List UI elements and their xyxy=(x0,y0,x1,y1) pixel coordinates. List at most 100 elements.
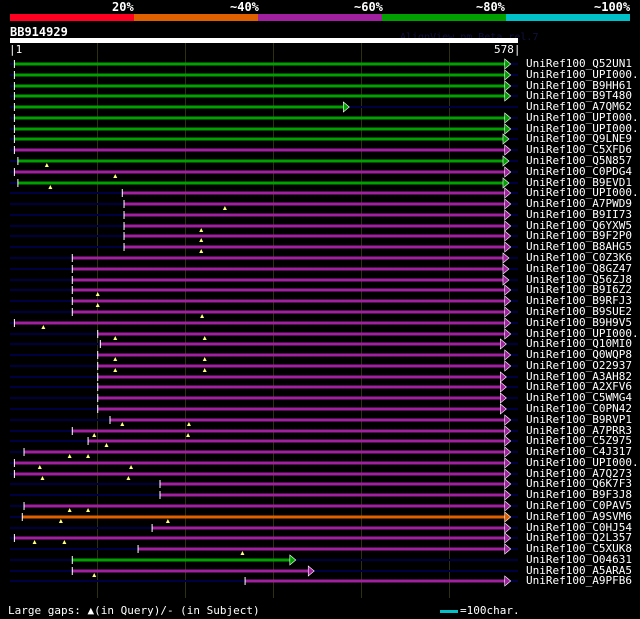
hit-bar[interactable] xyxy=(72,310,505,314)
hit-bar[interactable] xyxy=(124,202,505,206)
hit-bar[interactable] xyxy=(159,482,505,486)
hit-label[interactable]: UniRef100_B9HH61 xyxy=(526,79,632,92)
hit-label[interactable]: UniRef100_UPI000.. xyxy=(526,186,640,199)
hit-label[interactable]: UniRef100_C5WMG4 xyxy=(526,391,632,404)
hit-bar[interactable] xyxy=(14,127,505,131)
hit-bar[interactable] xyxy=(159,493,505,497)
hit-label[interactable]: UniRef100_A7PWD9 xyxy=(526,197,632,210)
hit-bar[interactable] xyxy=(97,332,505,336)
hit-label[interactable]: UniRef100_B8AHG5 xyxy=(526,240,632,253)
hit-label[interactable]: UniRef100_O04631 xyxy=(526,553,632,566)
hit-label[interactable]: UniRef100_B9H9V5 xyxy=(526,316,632,329)
hit-label[interactable]: UniRef100_B9EVD1 xyxy=(526,176,632,189)
hit-bar[interactable] xyxy=(14,170,505,174)
hit-label[interactable]: UniRef100_B9RFJ3 xyxy=(526,294,632,307)
hit-label[interactable]: UniRef100_C4J317 xyxy=(526,445,632,458)
hit-bar[interactable] xyxy=(72,267,503,271)
hit-bar[interactable] xyxy=(72,278,503,282)
hit-label[interactable]: UniRef100_Q56ZJ8 xyxy=(526,273,632,286)
hit-label[interactable]: UniRef100_C0PAV5 xyxy=(526,499,632,512)
hit-bar[interactable] xyxy=(245,579,505,583)
hit-bar[interactable] xyxy=(14,116,505,120)
hit-bar[interactable] xyxy=(97,407,501,411)
hit-label[interactable]: UniRef100_UPI000.. xyxy=(526,68,640,81)
hit-label[interactable]: UniRef100_C5XUK8 xyxy=(526,542,632,555)
hit-bar[interactable] xyxy=(14,137,503,141)
hit-label[interactable]: UniRef100_C0Z3K6 xyxy=(526,251,632,264)
hit-label[interactable]: UniRef100_B9SUE2 xyxy=(526,305,632,318)
hit-bar[interactable] xyxy=(97,353,505,357)
hit-bar[interactable] xyxy=(97,385,501,389)
hit-bar[interactable] xyxy=(138,547,505,551)
hit-label[interactable]: UniRef100_B9I6Z2 xyxy=(526,283,632,296)
hit-bar[interactable] xyxy=(124,234,505,238)
hit-label[interactable]: UniRef100_A3AH82 xyxy=(526,370,632,383)
hit-end-arrow xyxy=(504,543,512,555)
hit-label[interactable]: UniRef100_C5Z975 xyxy=(526,434,632,447)
hit-label[interactable]: UniRef100_O22937 xyxy=(526,359,632,372)
hit-bar[interactable] xyxy=(124,224,505,228)
hit-label[interactable]: UniRef100_A5ARA5 xyxy=(526,564,632,577)
hit-bar[interactable] xyxy=(100,342,501,346)
hit-bar[interactable] xyxy=(122,191,505,195)
hit-label[interactable]: UniRef100_C0PN42 xyxy=(526,402,632,415)
hit-bar[interactable] xyxy=(72,288,505,292)
hit-label[interactable]: UniRef100_Q2L357 xyxy=(526,531,632,544)
hit-bar[interactable] xyxy=(14,84,505,88)
hit-bar[interactable] xyxy=(14,148,505,152)
hit-bar[interactable] xyxy=(22,515,505,519)
hit-bar[interactable] xyxy=(14,536,505,540)
hit-label[interactable]: UniRef100_A9SVM6 xyxy=(526,510,632,523)
hit-label[interactable]: UniRef100_C0HJ54 xyxy=(526,521,632,534)
hit-label[interactable]: UniRef100_Q5N857 xyxy=(526,154,632,167)
hit-label[interactable]: UniRef100_B9F2P0 xyxy=(526,229,632,242)
hit-label[interactable]: UniRef100_UPI000.. xyxy=(526,111,640,124)
hit-label[interactable]: UniRef100_C5XFD6 xyxy=(526,143,632,156)
hit-bar[interactable] xyxy=(14,472,505,476)
hit-bar[interactable] xyxy=(97,375,501,379)
hit-bar[interactable] xyxy=(72,256,503,260)
hit-bar[interactable] xyxy=(14,321,505,325)
hit-label[interactable]: UniRef100_UPI000.. xyxy=(526,122,640,135)
hit-label[interactable]: UniRef100_Q9LNE9 xyxy=(526,132,632,145)
hit-bar[interactable] xyxy=(72,569,309,573)
hit-label[interactable]: UniRef100_UPI000.. xyxy=(526,456,640,469)
query-gap-marker xyxy=(32,540,37,544)
hit-bar[interactable] xyxy=(14,62,505,66)
hit-bar[interactable] xyxy=(17,159,503,163)
hit-bar[interactable] xyxy=(14,73,505,77)
hit-label[interactable]: UniRef100_Q52UN1 xyxy=(526,57,632,70)
hit-bar[interactable] xyxy=(24,450,505,454)
hit-label[interactable]: UniRef100_UPI000.. xyxy=(526,327,640,340)
hit-label[interactable]: UniRef100_B9II73 xyxy=(526,208,632,221)
hit-label[interactable]: UniRef100_A7PRR3 xyxy=(526,424,632,437)
hit-label[interactable]: UniRef100_A9PFB6 xyxy=(526,574,632,587)
hit-bar[interactable] xyxy=(14,94,505,98)
hit-bar[interactable] xyxy=(17,181,503,185)
hit-label[interactable]: UniRef100_Q8GZ47 xyxy=(526,262,632,275)
hit-label[interactable]: UniRef100_B9RVP1 xyxy=(526,413,632,426)
hit-bar[interactable] xyxy=(72,299,505,303)
hit-label[interactable]: UniRef100_Q10MI0 xyxy=(526,337,632,350)
hit-label[interactable]: UniRef100_C0PDG4 xyxy=(526,165,632,178)
hit-bar[interactable] xyxy=(124,245,505,249)
hit-bar[interactable] xyxy=(72,558,290,562)
hit-label[interactable]: UniRef100_A7QM62 xyxy=(526,100,632,113)
hit-bar[interactable] xyxy=(72,429,505,433)
hit-label[interactable]: UniRef100_A2XFV6 xyxy=(526,380,632,393)
hit-bar[interactable] xyxy=(97,396,501,400)
hit-bar[interactable] xyxy=(124,213,505,217)
hit-bar[interactable] xyxy=(97,364,505,368)
hit-label[interactable]: UniRef100_Q6YXW5 xyxy=(526,219,632,232)
hit-bar[interactable] xyxy=(14,105,344,109)
hit-label[interactable]: UniRef100_Q6K7F3 xyxy=(526,477,632,490)
hit-bar[interactable] xyxy=(14,461,505,465)
hit-bar[interactable] xyxy=(152,526,505,530)
hit-bar[interactable] xyxy=(24,504,505,508)
hit-bar[interactable] xyxy=(109,418,505,422)
hit-label[interactable]: UniRef100_Q0WQP8 xyxy=(526,348,632,361)
hit-label[interactable]: UniRef100_B9F3J8 xyxy=(526,488,632,501)
hit-bar[interactable] xyxy=(88,439,505,443)
hit-label[interactable]: UniRef100_B9T480 xyxy=(526,89,632,102)
hit-label[interactable]: UniRef100_A7Q273 xyxy=(526,467,632,480)
